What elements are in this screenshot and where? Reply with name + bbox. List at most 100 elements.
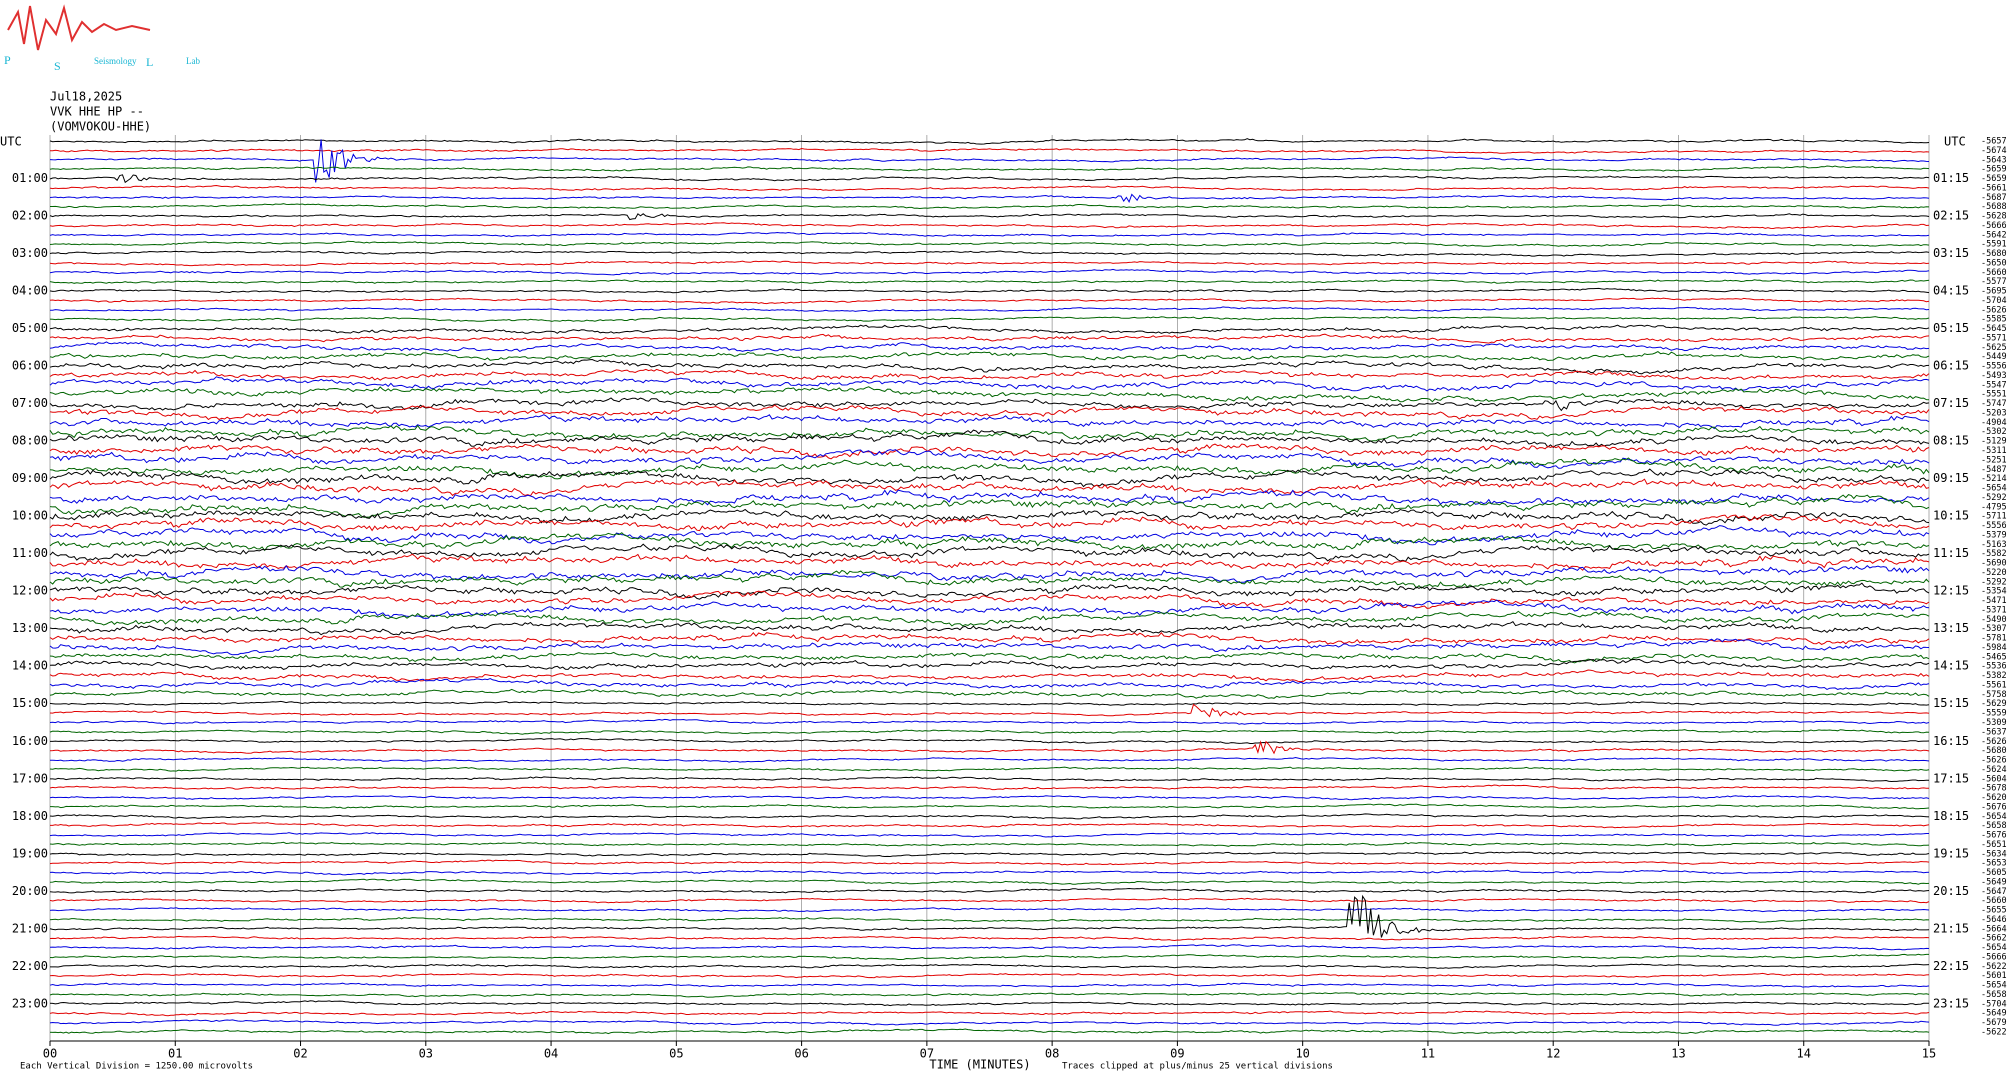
trace-offset: -5676	[1981, 831, 2007, 841]
trace-offset: -5666	[1981, 221, 2007, 231]
trace	[49, 638, 1930, 656]
trace-offset: -5292	[1981, 493, 2007, 503]
trace	[49, 184, 1930, 192]
right-time-label: 14:15	[1933, 659, 1969, 673]
trace	[49, 688, 1930, 699]
trace-offset: -5654	[1981, 812, 2007, 822]
trace	[49, 582, 1930, 600]
right-time-label: 20:15	[1933, 884, 1969, 898]
trace-offset: -5704	[1981, 296, 2007, 306]
left-time-label: 03:00	[12, 246, 48, 260]
trace	[49, 1000, 1930, 1007]
trace-offset: -5251	[1981, 455, 2007, 465]
trace	[49, 297, 1930, 305]
trace	[49, 324, 1930, 334]
trace-offset: -5695	[1981, 287, 2007, 297]
trace-offset: -5646	[1981, 915, 2007, 925]
trace-offset: -5680	[1981, 249, 2007, 259]
logo: P S L Seismology Lab	[4, 4, 200, 73]
trace	[50, 737, 1930, 744]
right-time-label: 07:15	[1933, 396, 1969, 410]
right-time-label: 06:15	[1933, 359, 1969, 373]
trace-offset: -5674	[1981, 146, 2007, 156]
trace	[49, 718, 1930, 725]
trace	[49, 287, 1930, 294]
trace-offset: -5556	[1981, 362, 2007, 372]
trace-offset: -5311	[1981, 446, 2007, 456]
trace-offset: -5601	[1981, 971, 2007, 981]
right-time-label: 11:15	[1933, 546, 1969, 560]
trace-offset: -5634	[1981, 849, 2007, 859]
trace	[49, 935, 1930, 942]
left-time-label: 02:00	[12, 209, 48, 223]
trace	[49, 358, 1930, 375]
trace	[49, 268, 1930, 276]
x-tick-label: 01	[168, 1047, 182, 1061]
trace	[49, 894, 1930, 938]
x-tick-label: 00	[43, 1047, 57, 1061]
trace-offset: -5605	[1981, 868, 2007, 878]
trace-offset: -5471	[1981, 596, 2007, 606]
trace-offset: -5220	[1981, 568, 2007, 578]
trace-offset: -5653	[1981, 859, 2007, 869]
right-time-label: 19:15	[1933, 846, 1969, 860]
trace-offset: -5628	[1981, 212, 2007, 222]
x-tick-label: 10	[1295, 1047, 1309, 1061]
trace	[49, 174, 1930, 184]
trace-offset: -5658	[1981, 821, 2007, 831]
trace	[49, 841, 1930, 847]
trace-offset: -5655	[1981, 906, 2007, 916]
left-time-label: 21:00	[12, 921, 48, 935]
trace	[49, 386, 1930, 403]
clip-note: Traces clipped at plus/minus 25 vertical…	[1062, 1062, 1333, 1072]
traces	[49, 138, 1930, 1035]
trace	[49, 784, 1929, 791]
right-time-label: 10:15	[1933, 509, 1969, 523]
trace-offset: -5676	[1981, 802, 2007, 812]
trace	[49, 632, 1930, 645]
logo-letter: S	[54, 59, 61, 73]
trace-offset: -5309	[1981, 718, 2007, 728]
trace	[49, 489, 1930, 506]
trace-offset: -5687	[1981, 193, 2007, 203]
scale-note: Each Vertical Division = 1250.00 microvo…	[20, 1062, 253, 1072]
trace	[49, 851, 1930, 858]
right-time-label: 08:15	[1933, 434, 1969, 448]
trace	[49, 703, 1930, 718]
trace-offset: -5493	[1981, 371, 2007, 381]
trace-offset: -5214	[1981, 474, 2007, 484]
left-time-label: 23:00	[12, 996, 48, 1010]
right-time-label: 22:15	[1933, 959, 1969, 973]
trace-offset: -5657	[1981, 137, 2007, 147]
trace-offset: -5371	[1981, 605, 2007, 615]
trace-offset: -5585	[1981, 315, 2007, 325]
trace-offset: -5591	[1981, 240, 2007, 250]
trace	[49, 316, 1930, 322]
trace	[49, 878, 1930, 885]
trace-offset: -5490	[1981, 615, 2007, 625]
trace	[49, 599, 1930, 619]
right-header: UTC	[1944, 135, 1966, 149]
trace	[49, 569, 1930, 589]
left-header: UTC	[0, 135, 22, 149]
left-time-label: 08:00	[12, 434, 48, 448]
trace	[49, 658, 1930, 671]
trace-offset: -5626	[1981, 737, 2007, 747]
x-tick-label: 04	[544, 1047, 558, 1061]
trace-offset: -5551	[1981, 390, 2007, 400]
left-time-label: 15:00	[12, 696, 48, 710]
trace-offset: -5642	[1981, 230, 2007, 240]
left-time-label: 07:00	[12, 396, 48, 410]
date: Jul18,2025	[50, 90, 122, 104]
trace	[49, 944, 1930, 951]
left-time-label: 17:00	[12, 771, 48, 785]
trace	[49, 992, 1930, 998]
trace	[49, 907, 1930, 913]
x-tick-label: 11	[1421, 1047, 1435, 1061]
trace-offset: -4795	[1981, 502, 2007, 512]
trace	[49, 429, 1930, 448]
right-time-label: 03:15	[1933, 246, 1969, 260]
trace	[49, 982, 1930, 988]
x-tick-label: 02	[293, 1047, 307, 1061]
trace-offset: -5629	[1981, 699, 2007, 709]
